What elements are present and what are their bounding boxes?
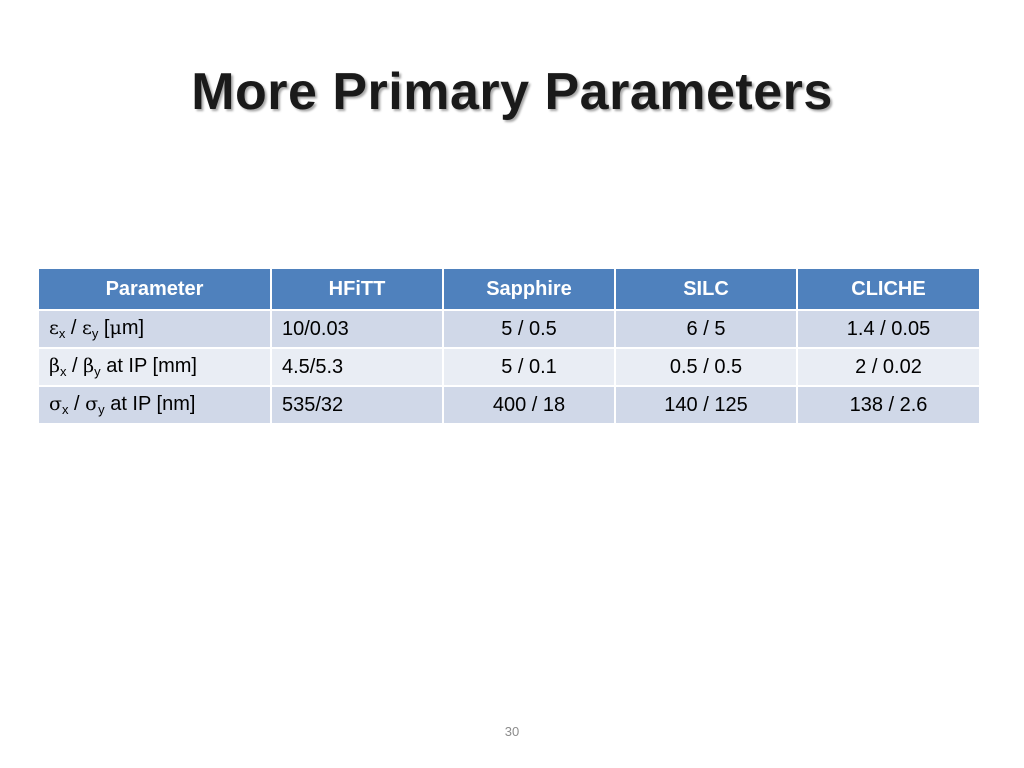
subscript-x: x	[59, 364, 67, 379]
sigma-symbol: σ	[85, 393, 99, 415]
cell-silc: 0.5 / 0.5	[614, 347, 798, 387]
beta-symbol: β	[83, 355, 95, 377]
header-hfitt: HFiTT	[270, 267, 444, 311]
epsilon-symbol: ε	[49, 317, 59, 339]
subscript-x: x	[61, 402, 69, 417]
slide-title: More Primary Parameters	[191, 63, 833, 121]
cell-cliche: 138 / 2.6	[796, 385, 981, 425]
cell-sapphire: 400 / 18	[442, 385, 616, 425]
table-row: σx / σy at IP [nm] 535/32 400 / 18 140 /…	[37, 385, 981, 425]
cell-cliche: 1.4 / 0.05	[796, 309, 981, 349]
mu-symbol: μ	[109, 317, 122, 339]
table-row: βx / βy at IP [mm] 4.5/5.3 5 / 0.1 0.5 /…	[37, 347, 981, 387]
subscript-y: y	[91, 326, 99, 341]
header-sapphire: Sapphire	[442, 267, 616, 311]
cell-hfitt: 4.5/5.3	[270, 347, 444, 387]
cell-sapphire: 5 / 0.5	[442, 309, 616, 349]
param-emittance: εx / εy [μm]	[37, 309, 272, 349]
unit-open: [	[98, 317, 110, 339]
param-suffix: at IP [nm]	[104, 393, 196, 415]
separator: /	[65, 317, 83, 339]
sigma-symbol: σ	[49, 393, 62, 415]
param-beta: βx / βy at IP [mm]	[37, 347, 272, 387]
table-header-row: Parameter HFiTT Sapphire SILC CLICHE	[37, 267, 981, 311]
table-row: εx / εy [μm] 10/0.03 5 / 0.5 6 / 5 1.4 /…	[37, 309, 981, 349]
subscript-x: x	[58, 326, 66, 341]
cell-silc: 140 / 125	[614, 385, 798, 425]
cell-silc: 6 / 5	[614, 309, 798, 349]
subscript-y: y	[94, 364, 101, 379]
header-cliche: CLICHE	[796, 267, 981, 311]
page-number: 30	[504, 724, 520, 739]
separator: /	[68, 393, 86, 415]
cell-cliche: 2 / 0.02	[796, 347, 981, 387]
header-parameter: Parameter	[37, 267, 272, 311]
epsilon-symbol: ε	[82, 317, 92, 339]
header-silc: SILC	[614, 267, 798, 311]
cell-hfitt: 10/0.03	[270, 309, 444, 349]
beta-symbol: β	[49, 355, 60, 377]
unit-close: m]	[121, 317, 145, 339]
param-sigma: σx / σy at IP [nm]	[37, 385, 272, 425]
cell-hfitt: 535/32	[270, 385, 444, 425]
parameters-table: Parameter HFiTT Sapphire SILC CLICHE εx …	[37, 267, 981, 425]
subscript-y: y	[98, 402, 105, 417]
cell-sapphire: 5 / 0.1	[442, 347, 616, 387]
param-suffix: at IP [mm]	[100, 355, 197, 377]
separator: /	[66, 355, 84, 377]
